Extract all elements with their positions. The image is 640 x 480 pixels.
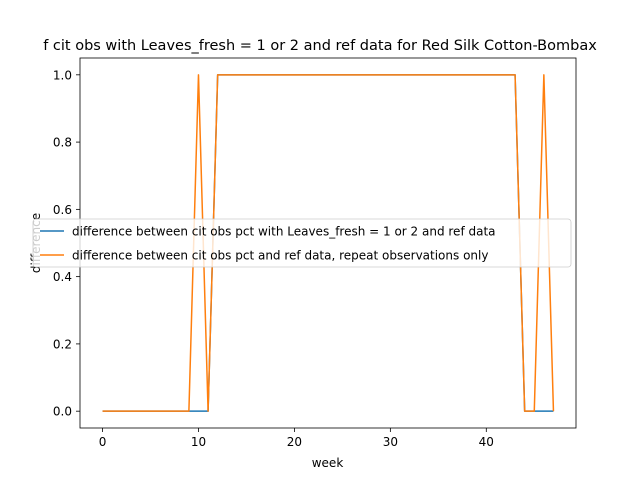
x-axis-ticks: 0 10 20 30 40 [99,428,494,449]
x-tick-label: 0 [99,435,107,449]
legend-label-series-2: difference between cit obs pct and ref d… [72,249,488,263]
legend: difference between cit obs pct with Leav… [32,218,572,268]
y-tick-label: 0.8 [53,136,72,150]
x-tick-label: 20 [287,435,302,449]
y-axis-ticks: 0.0 0.2 0.4 0.6 0.8 1.0 [53,68,80,419]
series-line-2 [102,74,555,412]
x-tick-label: 10 [191,435,206,449]
y-tick-label: 0.4 [53,270,72,284]
y-tick-label: 0.0 [53,405,72,419]
series-lines [102,74,555,412]
legend-label-series-1: difference between cit obs pct with Leav… [72,225,496,239]
y-tick-label: 1.0 [53,68,72,82]
y-tick-label: 0.6 [53,203,72,217]
x-axis-label: week [312,456,344,470]
x-tick-label: 40 [479,435,494,449]
x-tick-label: 30 [383,435,398,449]
y-tick-label: 0.2 [53,337,72,351]
legend-box [32,218,572,268]
chart-title: f cit obs with Leaves_fresh = 1 or 2 and… [43,38,597,54]
